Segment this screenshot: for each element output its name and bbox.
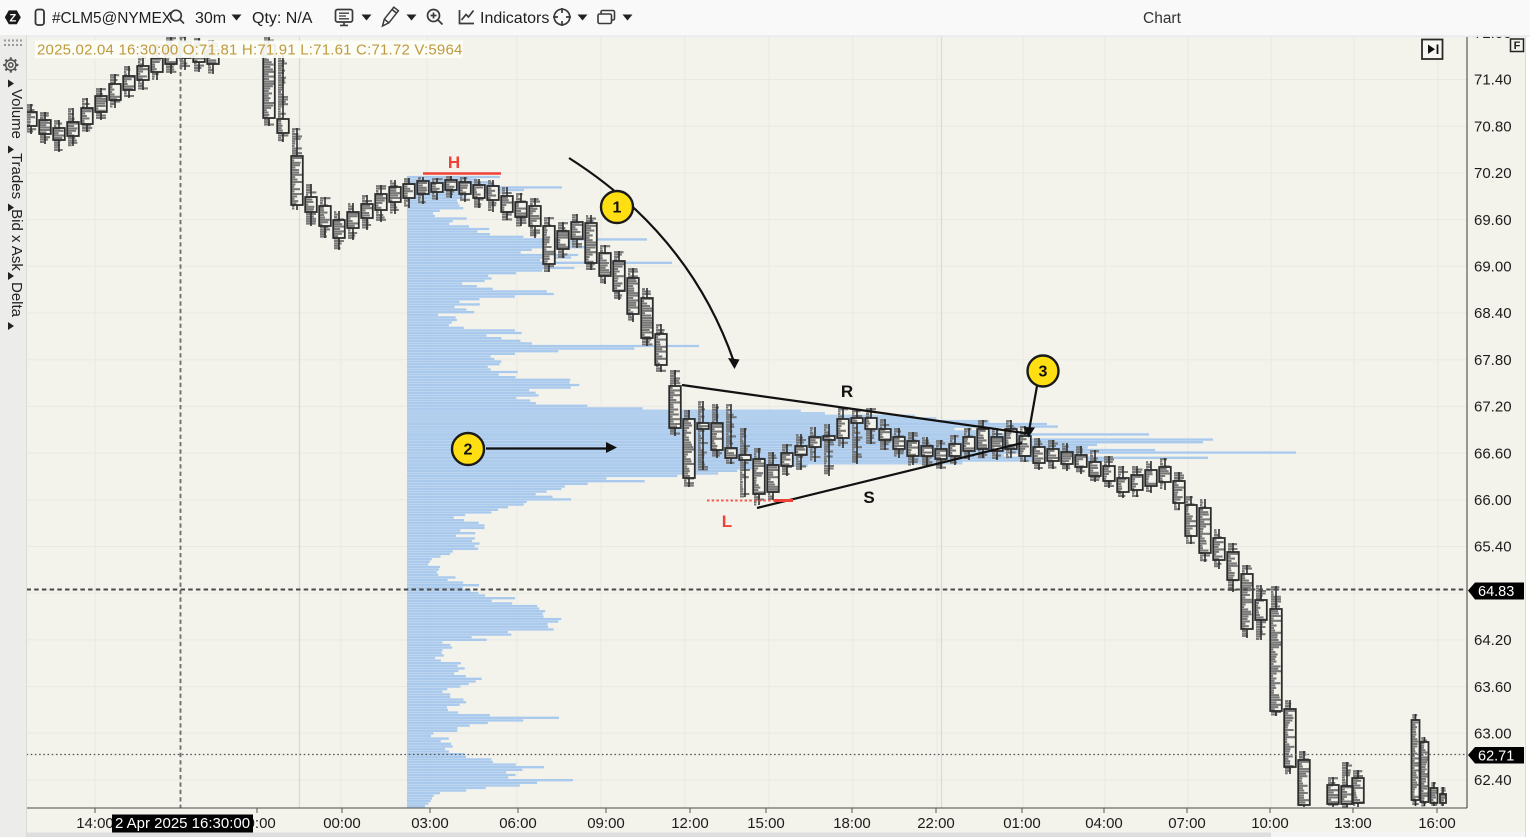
svg-text:69.60: 69.60 [1474, 212, 1512, 229]
svg-text:R: R [841, 382, 853, 401]
svg-text:Volume: Volume [8, 89, 25, 139]
svg-text:F: F [1514, 40, 1521, 52]
svg-text:18:00: 18:00 [833, 815, 871, 832]
svg-text:15:00: 15:00 [747, 815, 785, 832]
svg-text:71.40: 71.40 [1474, 72, 1512, 89]
svg-text:64.83: 64.83 [1478, 584, 1514, 600]
svg-text:66.60: 66.60 [1474, 445, 1512, 462]
svg-text:Delta: Delta [8, 282, 25, 318]
svg-text:22:00: 22:00 [917, 815, 955, 832]
svg-text:64.20: 64.20 [1474, 632, 1512, 649]
svg-text:68.40: 68.40 [1474, 305, 1512, 322]
svg-text:01:00: 01:00 [1003, 815, 1041, 832]
svg-text:12:00: 12:00 [671, 815, 709, 832]
svg-text:70.80: 70.80 [1474, 118, 1512, 135]
svg-text:S: S [863, 488, 874, 507]
svg-text:2: 2 [464, 442, 473, 459]
svg-text:Trades: Trades [8, 153, 25, 199]
svg-text:L: L [722, 512, 732, 531]
svg-text:13:00: 13:00 [1334, 815, 1372, 832]
svg-text:65.40: 65.40 [1474, 539, 1512, 556]
svg-text:Bid x Ask: Bid x Ask [8, 209, 25, 271]
svg-text:Indicators: Indicators [480, 10, 549, 27]
svg-text:H: H [448, 153, 460, 172]
svg-text:04:00: 04:00 [1085, 815, 1123, 832]
svg-text:70.20: 70.20 [1474, 165, 1512, 182]
svg-text:14:00: 14:00 [76, 815, 114, 832]
svg-text:#CLM5@NYMEX: #CLM5@NYMEX [52, 10, 172, 27]
svg-text:Qty: N/A: Qty: N/A [252, 10, 313, 27]
svg-text:63.60: 63.60 [1474, 679, 1512, 696]
svg-text:62.71: 62.71 [1478, 749, 1514, 765]
svg-text:67.80: 67.80 [1474, 352, 1512, 369]
svg-text:Chart: Chart [1143, 10, 1182, 27]
svg-text:67.20: 67.20 [1474, 399, 1512, 416]
svg-text:69.00: 69.00 [1474, 259, 1512, 276]
svg-text:2 Apr 2025 16:30:00: 2 Apr 2025 16:30:00 [115, 815, 250, 832]
svg-text:06:00: 06:00 [499, 815, 537, 832]
svg-text:2025.02.04 16:30:00 O:71.81 H:: 2025.02.04 16:30:00 O:71.81 H:71.91 L:71… [37, 42, 463, 59]
svg-text:30m: 30m [195, 10, 226, 27]
svg-text:1: 1 [613, 200, 622, 217]
svg-text:16:00: 16:00 [1418, 815, 1456, 832]
svg-text:62.40: 62.40 [1474, 772, 1512, 789]
svg-text:09:00: 09:00 [587, 815, 625, 832]
svg-text:66.00: 66.00 [1474, 492, 1512, 509]
svg-text:03:00: 03:00 [411, 815, 449, 832]
svg-text:3: 3 [1039, 364, 1048, 381]
svg-text:63.00: 63.00 [1474, 726, 1512, 743]
svg-text:07:00: 07:00 [1168, 815, 1206, 832]
svg-text:10:00: 10:00 [1251, 815, 1289, 832]
svg-text:00:00: 00:00 [323, 815, 361, 832]
svg-text:Z: Z [10, 12, 17, 24]
